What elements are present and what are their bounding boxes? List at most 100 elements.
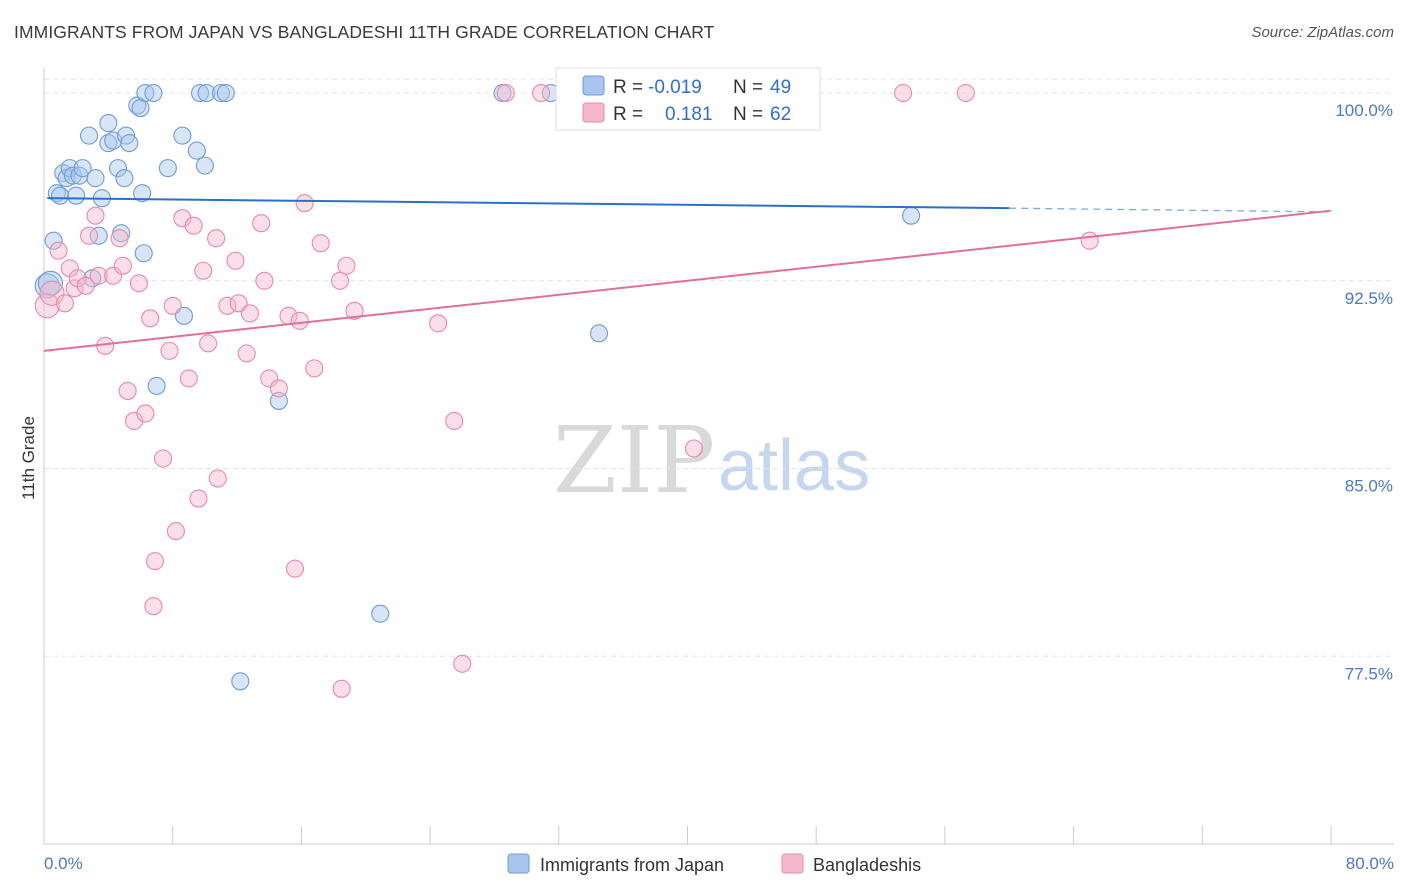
- point-bangladeshi: [65, 279, 84, 298]
- point-bangladeshi: [1080, 231, 1099, 250]
- point-japan: [902, 206, 921, 225]
- point-japan: [37, 270, 63, 296]
- point-bangladeshi: [207, 229, 226, 248]
- point-bangladeshi: [166, 522, 185, 541]
- point-japan: [44, 231, 63, 250]
- legend-swatch-bangladeshi: [781, 853, 804, 874]
- point-bangladeshi: [429, 314, 448, 333]
- stats-swatch-japan: [582, 75, 605, 96]
- point-bangladeshi: [295, 194, 314, 213]
- legend-label-bangladeshi: Bangladeshis: [813, 855, 921, 875]
- point-japan: [211, 83, 231, 103]
- point-bangladeshi: [290, 311, 309, 330]
- point-bangladeshi: [684, 439, 703, 458]
- point-bangladeshi: [79, 226, 99, 245]
- point-japan: [99, 134, 118, 153]
- point-bangladeshi: [55, 294, 74, 313]
- point-bangladeshi: [260, 369, 279, 388]
- point-bangladeshi: [285, 559, 305, 578]
- point-japan: [86, 169, 105, 188]
- point-bangladeshi: [332, 679, 351, 698]
- trend-lines: [43, 197, 1332, 352]
- point-bangladeshi: [49, 241, 68, 260]
- point-japan: [589, 324, 609, 343]
- point-bangladeshi: [252, 214, 271, 233]
- grid-lines: [44, 78, 1394, 657]
- point-bangladeshi: [86, 206, 105, 225]
- point-bangladeshi: [226, 251, 245, 270]
- point-japan: [134, 244, 153, 263]
- stats-swatch-bangladeshi: [582, 102, 605, 123]
- point-bangladeshi: [89, 266, 108, 285]
- point-japan: [51, 186, 70, 205]
- trend-line-extension-japan: [1009, 207, 1332, 213]
- point-bangladeshi: [330, 271, 350, 290]
- watermark-zip: ZIP: [553, 407, 715, 514]
- point-japan: [187, 141, 206, 160]
- point-bangladeshi: [445, 411, 464, 431]
- point-japan: [197, 83, 216, 103]
- point-japan: [190, 83, 210, 103]
- y-tick-label: 100.0%: [1335, 101, 1393, 120]
- point-bangladeshi: [104, 266, 123, 285]
- y-tick-label: 85.0%: [1345, 477, 1393, 496]
- watermark-atlas: atlas: [718, 426, 870, 506]
- scatter-points: [34, 83, 1099, 698]
- point-japan: [269, 391, 288, 410]
- point-japan: [158, 159, 177, 178]
- point-japan: [216, 83, 235, 103]
- point-bangladeshi: [145, 552, 165, 571]
- point-bangladeshi: [113, 256, 132, 275]
- point-bangladeshi: [163, 296, 182, 315]
- point-japan: [108, 159, 128, 178]
- point-japan: [115, 169, 134, 188]
- point-bangladeshi: [269, 379, 288, 398]
- stats-n-value-japan: 49: [770, 77, 791, 98]
- source-label: Source: ZipAtlas.com: [1251, 24, 1394, 41]
- point-bangladeshi: [496, 83, 515, 103]
- point-bangladeshi: [189, 489, 208, 508]
- trend-line-bangladeshi: [43, 209, 1332, 352]
- point-bangladeshi: [240, 304, 259, 323]
- point-japan: [144, 83, 163, 103]
- series-legend: Immigrants from Japan Bangladeshis: [507, 853, 921, 875]
- point-bangladeshi: [199, 334, 218, 353]
- stats-r-label-japan: R =: [613, 77, 643, 98]
- stats-r-value-japan: -0.019: [648, 77, 702, 98]
- point-bangladeshi: [141, 309, 160, 328]
- point-bangladeshi: [144, 597, 163, 616]
- point-bangladeshi: [255, 271, 274, 290]
- y-tick-label: 92.5%: [1345, 289, 1393, 308]
- point-japan: [73, 159, 92, 178]
- axes: [43, 68, 1394, 845]
- y-tick-labels: 77.5% 85.0% 92.5% 100.0%: [1335, 101, 1393, 683]
- stats-n-label-japan: N =: [733, 77, 763, 98]
- y-tick-label: 77.5%: [1345, 664, 1393, 683]
- stats-r-label-bangladeshi: R =: [613, 104, 643, 125]
- point-bangladeshi: [894, 83, 913, 103]
- x-ticks: [43, 826, 1332, 844]
- x-tick-label-max: 80.0%: [1346, 854, 1394, 873]
- point-bangladeshi: [118, 381, 137, 400]
- chart-title: IMMIGRANTS FROM JAPAN VS BANGLADESHI 11T…: [14, 22, 715, 42]
- point-bangladeshi: [184, 216, 203, 235]
- trend-line-japan: [47, 197, 1010, 210]
- point-bangladeshi: [345, 301, 364, 320]
- point-japan: [231, 672, 250, 691]
- point-bangladeshi: [208, 469, 227, 488]
- point-bangladeshi: [229, 294, 248, 313]
- point-bangladeshi: [237, 344, 256, 363]
- y-axis-title: 11th Grade: [19, 416, 38, 500]
- point-bangladeshi: [218, 296, 237, 315]
- point-bangladeshi: [136, 404, 155, 423]
- point-bangladeshi: [311, 234, 330, 253]
- point-japan: [79, 126, 99, 145]
- point-japan: [63, 166, 83, 185]
- stats-legend: R = -0.019 N = 49 R = 0.181 N = 62: [555, 67, 821, 131]
- point-bangladeshi: [956, 83, 975, 103]
- stats-n-value-bangladeshi: 62: [770, 104, 791, 125]
- point-japan: [99, 114, 118, 133]
- point-japan: [174, 306, 194, 325]
- point-bangladeshi: [129, 274, 148, 293]
